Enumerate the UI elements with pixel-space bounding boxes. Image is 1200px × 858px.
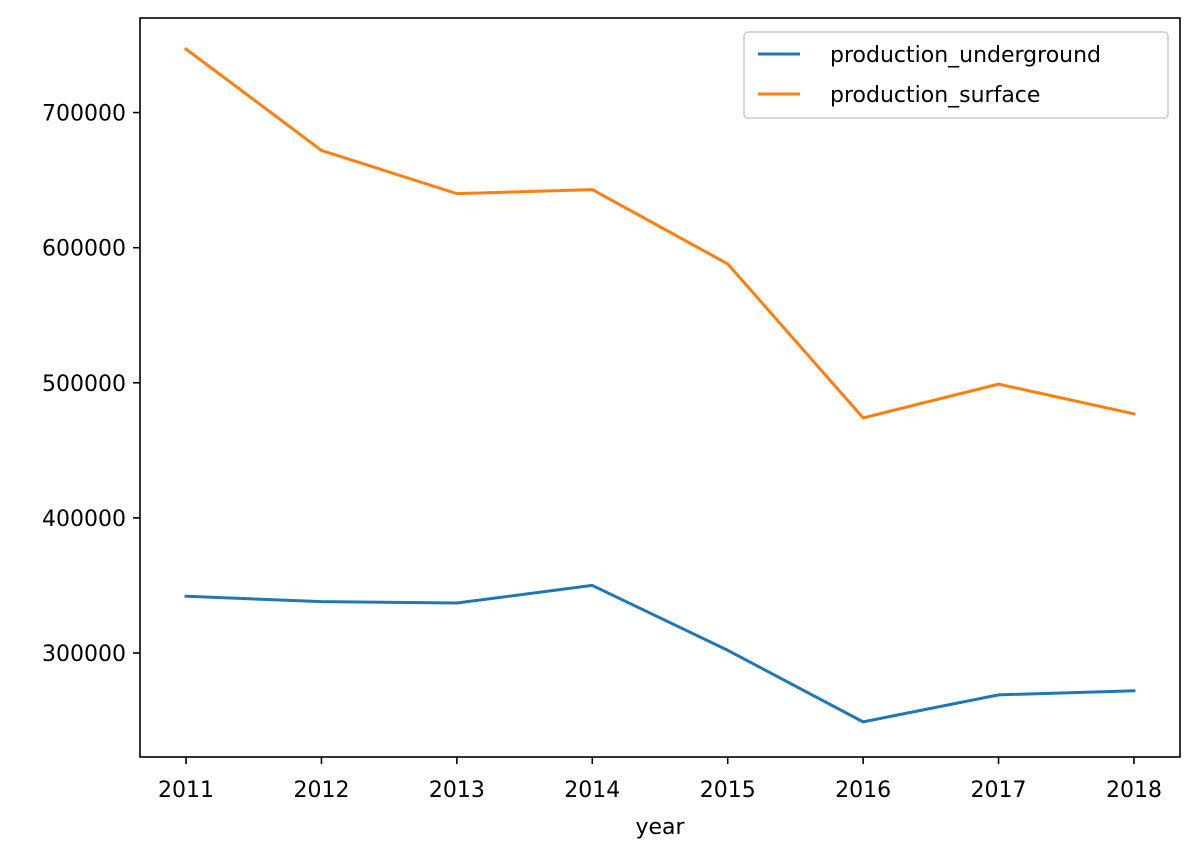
- x-axis-label: year: [635, 815, 685, 840]
- legend: production_underground production_surface: [743, 31, 1169, 119]
- series-line-production-underground: [184, 583, 1136, 724]
- y-tick-label: 600000: [42, 237, 126, 262]
- legend-box: [743, 31, 1169, 119]
- y-axis: 300000 400000 500000 600000 700000: [42, 102, 140, 667]
- plot-frame: [139, 17, 1181, 758]
- x-tick-label: 2014: [564, 778, 620, 803]
- y-tick-label: 400000: [42, 507, 126, 532]
- x-tick-label: 2016: [835, 778, 891, 803]
- x-tick-label: 2013: [429, 778, 485, 803]
- series-layer: [183, 46, 1136, 724]
- y-tick-label: 300000: [42, 642, 126, 667]
- x-tick-label: 2018: [1106, 778, 1162, 803]
- legend-label: production_underground: [830, 43, 1101, 68]
- x-tick-label: 2012: [293, 778, 349, 803]
- x-axis: 2011 2012 2013 2014 2015 2016 2017 2018: [158, 757, 1162, 803]
- x-tick-label: 2017: [971, 778, 1027, 803]
- plot-area: [139, 17, 1181, 758]
- series-line-production-surface: [183, 46, 1136, 420]
- x-tick-label: 2015: [700, 778, 756, 803]
- legend-label: production_surface: [830, 83, 1040, 108]
- y-tick-label: 500000: [42, 372, 126, 397]
- x-tick-label: 2011: [158, 778, 214, 803]
- y-tick-label: 700000: [42, 102, 126, 127]
